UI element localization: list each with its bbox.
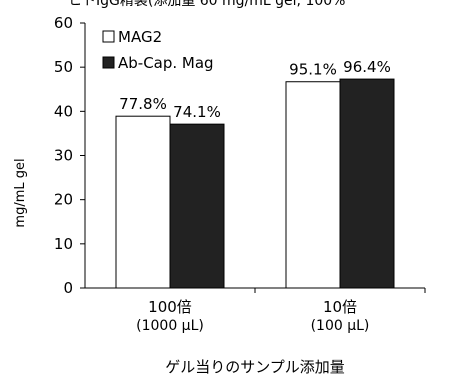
legend-label: MAG2 bbox=[118, 28, 162, 46]
x-tick-label: 100倍 bbox=[148, 298, 192, 316]
bars: 77.8% 74.1% 95.1% 96.4% bbox=[115, 58, 395, 289]
bar-ab-cap-mag bbox=[339, 78, 395, 289]
data-label: 96.4% bbox=[343, 58, 391, 76]
x-tick-sublabel: (100 μL) bbox=[311, 318, 370, 334]
data-label: 74.1% bbox=[173, 103, 221, 121]
y-tick-label: 60 bbox=[54, 14, 73, 32]
x-axis: 100倍 (1000 μL) 10倍 (100 μL) bbox=[85, 287, 426, 334]
bar-mag2 bbox=[115, 115, 171, 289]
bar-mag2 bbox=[285, 81, 341, 289]
y-tick-label: 30 bbox=[54, 147, 73, 165]
x-axis-title: ゲル当りのサンプル添加量 bbox=[165, 358, 345, 376]
legend-label: Ab-Cap. Mag bbox=[118, 54, 214, 72]
y-tick-label: 20 bbox=[54, 191, 73, 209]
y-tick-label: 40 bbox=[54, 102, 73, 120]
bar-ab-cap-mag bbox=[169, 123, 225, 289]
y-tick-label: 10 bbox=[54, 235, 73, 253]
data-label: 77.8% bbox=[119, 95, 167, 113]
chart-title: ヒトIgG精製(添加量 60 mg/mL gel, 100% bbox=[68, 0, 345, 9]
y-tick-label: 50 bbox=[54, 58, 73, 76]
legend: MAG2 Ab-Cap. Mag bbox=[102, 28, 214, 72]
y-axis: 0 10 20 30 40 50 60 bbox=[54, 14, 86, 297]
x-tick-label: 10倍 bbox=[323, 298, 357, 316]
y-axis-title: mg/mL gel bbox=[13, 158, 28, 227]
legend-swatch bbox=[102, 56, 115, 69]
y-tick-label: 0 bbox=[63, 279, 73, 297]
data-label: 95.1% bbox=[289, 61, 337, 79]
legend-swatch bbox=[102, 30, 115, 43]
x-tick-sublabel: (1000 μL) bbox=[136, 318, 204, 334]
